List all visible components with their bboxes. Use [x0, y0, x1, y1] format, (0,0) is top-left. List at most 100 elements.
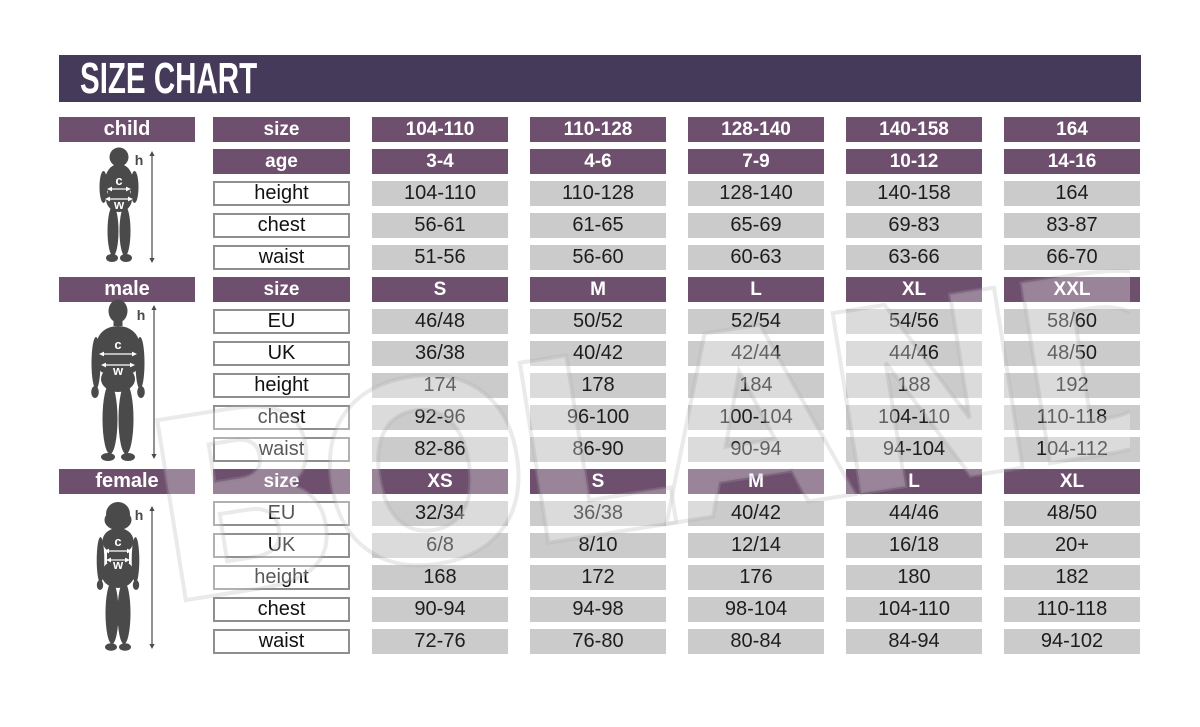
- height-arrow-label: h: [137, 307, 146, 323]
- female-size-value-4: XL: [1004, 469, 1140, 494]
- male-waist-value-0: 82-86: [372, 437, 508, 462]
- male-size-value-4: XXL: [1004, 277, 1140, 302]
- female-size-value-0: XS: [372, 469, 508, 494]
- female-UK-value-0: 6/8: [372, 533, 508, 558]
- female-height-value-0: 168: [372, 565, 508, 590]
- male-row-label-waist: waist: [213, 437, 350, 462]
- male-chest-value-1: 96-100: [530, 405, 666, 430]
- child-size-value-4: 164: [1004, 117, 1140, 142]
- child-height-value-4: 164: [1004, 181, 1140, 206]
- male-chest-value-2: 100-104: [688, 405, 824, 430]
- child-size-value-3: 140-158: [846, 117, 982, 142]
- child-silhouette: hcw: [99, 147, 155, 263]
- male-height-value-4: 192: [1004, 373, 1140, 398]
- chest-arrow-label: c: [114, 534, 121, 549]
- male-waist-value-2: 90-94: [688, 437, 824, 462]
- child-age-value-4: 14-16: [1004, 149, 1140, 174]
- female-row-label-UK: UK: [213, 533, 350, 558]
- child-size-value-0: 104-110: [372, 117, 508, 142]
- female-chest-value-2: 98-104: [688, 597, 824, 622]
- male-UK-value-4: 48/50: [1004, 341, 1140, 366]
- female-EU-value-1: 36/38: [530, 501, 666, 526]
- female-UK-value-4: 20+: [1004, 533, 1140, 558]
- child-chest-value-4: 83-87: [1004, 213, 1140, 238]
- female-EU-value-4: 48/50: [1004, 501, 1140, 526]
- male-table: size S M L XL XXL EU 46/48 50/52 52/54 54/56 58/60 U…: [213, 277, 1140, 462]
- male-size-value-2: L: [688, 277, 824, 302]
- child-height-value-3: 140-158: [846, 181, 982, 206]
- section-label-child: child: [59, 117, 195, 142]
- waist-arrow-label: w: [112, 363, 124, 378]
- female-size-value-3: L: [846, 469, 982, 494]
- female-height-value-4: 182: [1004, 565, 1140, 590]
- child-waist-value-4: 66-70: [1004, 245, 1140, 270]
- male-EU-value-4: 58/60: [1004, 309, 1140, 334]
- female-waist-value-4: 94-102: [1004, 629, 1140, 654]
- female-size-value-1: S: [530, 469, 666, 494]
- female-waist-value-1: 76-80: [530, 629, 666, 654]
- height-arrow-label: h: [135, 507, 144, 523]
- child-waist-value-1: 56-60: [530, 245, 666, 270]
- chest-arrow-label: c: [114, 337, 121, 352]
- male-size-value-3: XL: [846, 277, 982, 302]
- male-height-value-3: 188: [846, 373, 982, 398]
- male-row-label-height: height: [213, 373, 350, 398]
- female-waist-value-2: 80-84: [688, 629, 824, 654]
- male-row-label-chest: chest: [213, 405, 350, 430]
- child-size-value-2: 128-140: [688, 117, 824, 142]
- female-EU-value-0: 32/34: [372, 501, 508, 526]
- male-UK-value-0: 36/38: [372, 341, 508, 366]
- child-table: size 104-110 110-128 128-140 140-158 164 age 3-…: [213, 117, 1140, 270]
- waist-arrow-label: w: [113, 197, 125, 212]
- female-UK-value-2: 12/14: [688, 533, 824, 558]
- child-age-value-2: 7-9: [688, 149, 824, 174]
- section-label-male: male: [59, 277, 195, 302]
- child-height-value-2: 128-140: [688, 181, 824, 206]
- child-height-value-0: 104-110: [372, 181, 508, 206]
- female-EU-value-2: 40/42: [688, 501, 824, 526]
- female-chest-value-0: 90-94: [372, 597, 508, 622]
- male-silhouette: h cw: [91, 299, 157, 461]
- child-chest-value-3: 69-83: [846, 213, 982, 238]
- female-size-value-2: M: [688, 469, 824, 494]
- male-height-value-2: 184: [688, 373, 824, 398]
- male-waist-value-1: 86-90: [530, 437, 666, 462]
- female-table: size XS S M L XL EU 32/34 36/38 40/42 44/46 48/50 UK…: [213, 469, 1140, 654]
- female-row-label-chest: chest: [213, 597, 350, 622]
- child-height-value-1: 110-128: [530, 181, 666, 206]
- male-UK-value-3: 44/46: [846, 341, 982, 366]
- male-EU-value-0: 46/48: [372, 309, 508, 334]
- female-row-label-waist: waist: [213, 629, 350, 654]
- female-height-value-1: 172: [530, 565, 666, 590]
- child-row-label-age: age: [213, 149, 350, 174]
- male-size-value-0: S: [372, 277, 508, 302]
- waist-arrow-label: w: [112, 557, 124, 572]
- child-age-value-3: 10-12: [846, 149, 982, 174]
- male-row-label-EU: EU: [213, 309, 350, 334]
- title-bar: SIZE CHART: [59, 54, 1141, 102]
- female-waist-value-3: 84-94: [846, 629, 982, 654]
- child-chest-value-2: 65-69: [688, 213, 824, 238]
- child-row-label-waist: waist: [213, 245, 350, 270]
- child-chest-value-1: 61-65: [530, 213, 666, 238]
- child-row-label-chest: chest: [213, 213, 350, 238]
- female-row-label-height: height: [213, 565, 350, 590]
- male-UK-value-1: 40/42: [530, 341, 666, 366]
- child-age-value-0: 3-4: [372, 149, 508, 174]
- female-UK-value-3: 16/18: [846, 533, 982, 558]
- female-row-label-size: size: [213, 469, 350, 494]
- female-EU-value-3: 44/46: [846, 501, 982, 526]
- chest-arrow-label: c: [115, 173, 122, 188]
- female-height-value-2: 176: [688, 565, 824, 590]
- child-size-value-1: 110-128: [530, 117, 666, 142]
- male-waist-value-3: 94-104: [846, 437, 982, 462]
- male-height-value-1: 178: [530, 373, 666, 398]
- child-age-value-1: 4-6: [530, 149, 666, 174]
- child-row-label-height: height: [213, 181, 350, 206]
- child-row-label-size: size: [213, 117, 350, 142]
- female-chest-value-1: 94-98: [530, 597, 666, 622]
- section-label-female: female: [59, 469, 195, 494]
